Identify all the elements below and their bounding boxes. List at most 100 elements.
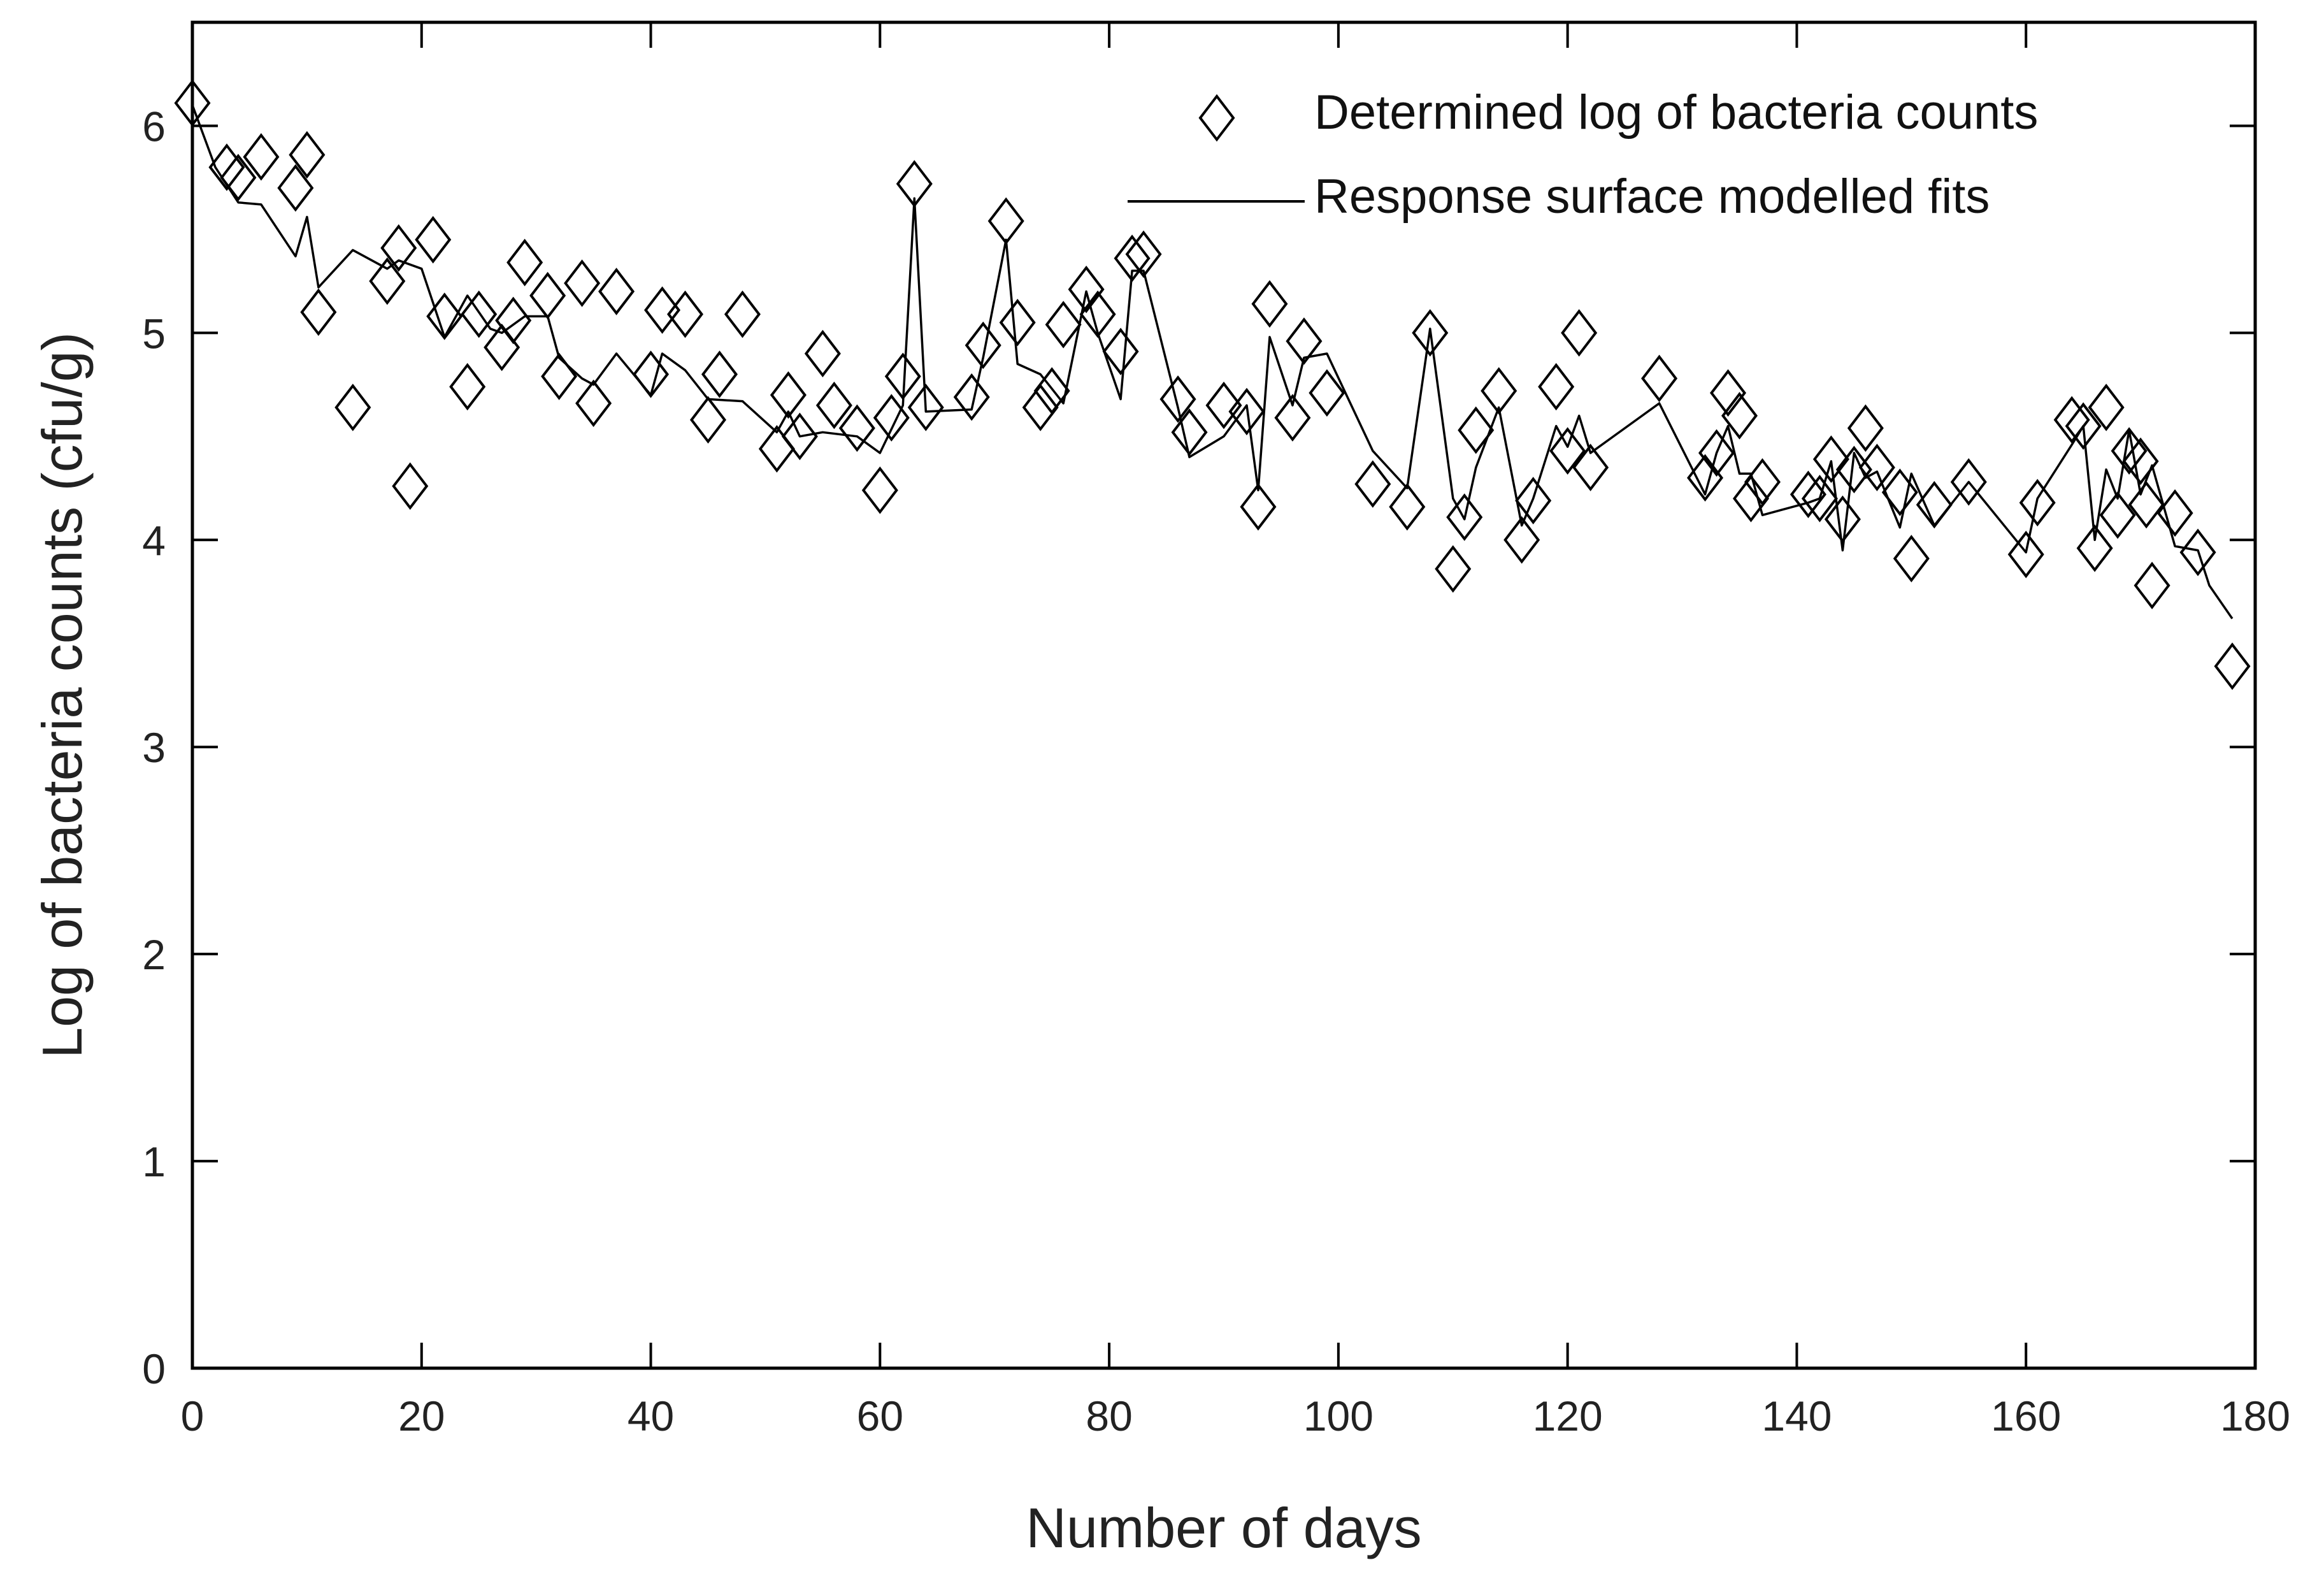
data-point-diamond [1068, 265, 1105, 314]
x-tick-label: 180 [2220, 1392, 2290, 1440]
data-point-diamond [804, 329, 841, 378]
data-point-diamond [564, 259, 601, 307]
data-point-diamond [415, 215, 452, 264]
data-point-diamond [1033, 367, 1070, 415]
data-point-diamond [529, 271, 566, 320]
data-point-diamond [987, 197, 1024, 245]
legend-label-fit: Response surface modelled fits [1314, 170, 1990, 224]
data-point-diamond [2134, 561, 2170, 610]
x-tick-label: 120 [1533, 1392, 1603, 1440]
data-point-diamond [861, 466, 898, 514]
data-point-diamond [598, 268, 635, 315]
data-point-diamond [1709, 369, 1747, 417]
data-point-diamond [1022, 384, 1059, 431]
data-point-diamond [1549, 427, 1586, 475]
data-point-diamond [1446, 493, 1483, 541]
y-tick-label: 1 [142, 1138, 166, 1185]
data-point-diamond [2128, 480, 2165, 529]
data-point-diamond [815, 381, 852, 430]
data-point-diamond [1481, 367, 1517, 415]
data-point-diamond [1881, 468, 1918, 516]
data-point-diamond [724, 290, 761, 338]
data-point-diamond [907, 384, 944, 431]
y-tick-label: 2 [142, 931, 166, 978]
x-tick-label: 80 [1086, 1392, 1132, 1440]
data-point-diamond [884, 352, 921, 400]
data-point-diamond [2088, 384, 2125, 431]
data-point-diamond [1858, 444, 1895, 491]
data-point-diamond [1125, 230, 1162, 278]
data-point-diamond [1824, 495, 1861, 544]
data-point-diamond [380, 224, 417, 272]
x-tick-label: 20 [398, 1392, 445, 1440]
data-point-diamond [334, 384, 371, 431]
data-point-diamond [1171, 408, 1208, 456]
data-point-diamond [1309, 369, 1345, 417]
data-point-diamond [1159, 375, 1196, 423]
data-point-diamond [1893, 535, 1930, 582]
data-point-diamond [426, 292, 463, 340]
data-point-diamond [1572, 444, 1609, 491]
data-point-diamond [1503, 516, 1540, 564]
data-point-diamond [1916, 480, 1953, 529]
data-point-diamond [689, 396, 727, 444]
data-point-diamond [1102, 328, 1139, 375]
data-point-diamond [2065, 402, 2102, 450]
data-point-diamond [999, 298, 1036, 347]
legend-label-observed: Determined log of bacteria counts [1314, 85, 2038, 140]
data-point-diamond [2111, 427, 2148, 475]
y-tick-label: 6 [142, 103, 166, 150]
data-point-diamond [449, 363, 486, 411]
data-point-diamond [2099, 491, 2136, 539]
data-point-diamond [965, 321, 1001, 370]
data-point-diamond [1240, 483, 1277, 531]
x-axis-title: Number of days [1026, 1496, 1421, 1559]
data-point-diamond [2122, 437, 2159, 486]
data-point-diamond [1687, 454, 1724, 502]
data-point-diamond [1801, 475, 1838, 523]
data-point-diamond [461, 290, 498, 338]
data-point-diamond [701, 350, 738, 398]
data-point-diamond [1435, 545, 1472, 593]
data-point-diamond [1286, 317, 1323, 365]
data-point-diamond [896, 160, 933, 208]
x-tick-label: 140 [1761, 1392, 1832, 1440]
data-point-diamond [1950, 458, 1987, 506]
data-point-diamond [541, 352, 578, 400]
x-tick-label: 40 [628, 1392, 674, 1440]
data-point-diamond [667, 290, 704, 338]
data-point-diamond [1538, 363, 1575, 411]
data-point-diamond [1812, 435, 1849, 483]
data-point-diamond [2007, 530, 2044, 579]
y-tick-label: 4 [142, 517, 166, 564]
y-tick-label: 3 [142, 724, 166, 771]
data-point-diamond [2156, 489, 2193, 537]
y-tick-label: 0 [142, 1345, 166, 1392]
data-point-diamond [2214, 642, 2251, 690]
data-point-diamond [575, 379, 612, 428]
x-tick-label: 160 [1991, 1392, 2061, 1440]
data-point-diamond [1205, 381, 1242, 430]
observed-points-series [174, 79, 2251, 690]
data-point-diamond [300, 288, 337, 336]
data-point-diamond [1045, 301, 1082, 349]
x-tick-label: 60 [857, 1392, 903, 1440]
data-point-diamond [1515, 477, 1552, 524]
data-point-diamond [495, 296, 532, 345]
data-point-diamond [2179, 528, 2216, 577]
x-axis-tick-labels: 0 20 40 60 80 100 120 140 160 180 [181, 1392, 2290, 1440]
legend: Determined log of bacteria counts Respon… [1128, 85, 2038, 224]
data-point-diamond [1274, 394, 1311, 442]
data-point-diamond [644, 286, 681, 334]
data-point-diamond [1732, 475, 1770, 523]
data-point-diamond [1389, 483, 1426, 531]
x-tick-label: 100 [1303, 1392, 1374, 1440]
data-point-diamond [1790, 470, 1826, 519]
data-point-diamond [1251, 280, 1288, 328]
x-tick-label: 0 [181, 1392, 204, 1440]
data-point-diamond [208, 143, 245, 191]
data-point-diamond [369, 257, 406, 305]
data-point-diamond [2076, 524, 2113, 572]
